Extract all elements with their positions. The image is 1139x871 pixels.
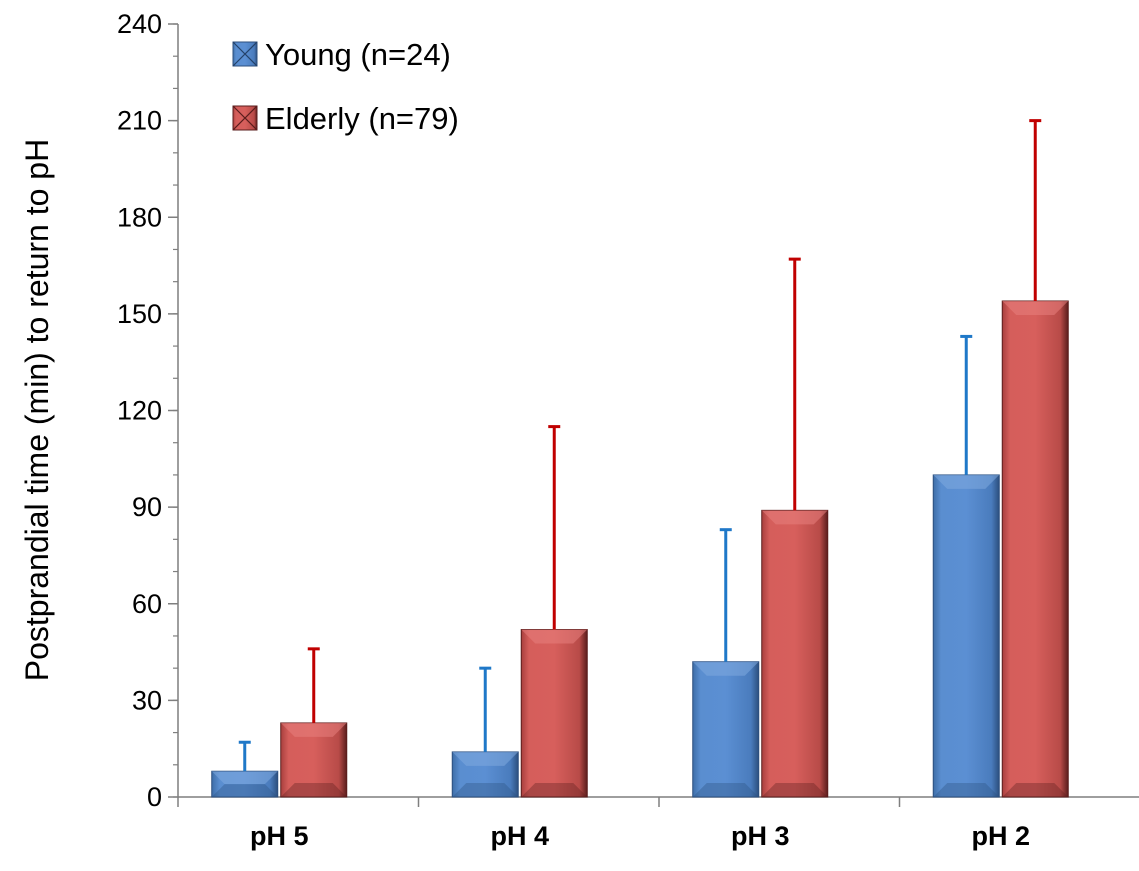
legend-item-young: Young (n=24) xyxy=(232,37,451,72)
x-category-label: pH 3 xyxy=(731,821,790,851)
bars xyxy=(211,300,1069,798)
bar-bevel-top xyxy=(452,751,519,766)
bar-elderly xyxy=(1001,300,1069,798)
x-category-label: pH 4 xyxy=(490,821,549,851)
bar-bevel-bottom xyxy=(280,783,347,797)
y-tick-label: 0 xyxy=(147,782,162,812)
bar-bevel-top xyxy=(211,771,278,785)
bar-bevel-top xyxy=(1002,300,1069,315)
legend-label-elderly: Elderly (n=79) xyxy=(265,101,459,136)
bar-bevel-top xyxy=(521,629,588,644)
bar-bevel-bottom xyxy=(211,784,278,797)
bar-bevel-bottom xyxy=(1002,783,1069,797)
y-tick-label: 120 xyxy=(117,396,162,426)
y-tick-label: 240 xyxy=(117,9,162,39)
bar-bevel-bottom xyxy=(933,783,1000,797)
x-category-label: pH 5 xyxy=(250,821,309,851)
bar-bevel-bottom xyxy=(692,783,759,797)
legend-bevel-elderly xyxy=(232,105,258,131)
y-tick-label: 180 xyxy=(117,202,162,232)
bar-bevel-bottom xyxy=(521,783,588,797)
bar-young xyxy=(932,474,1000,798)
y-tick-label: 90 xyxy=(132,492,162,522)
axis-labels: 0 30 60 90 120 150 180 210 240 pH 5 pH 4 pH 3 pH 2 xyxy=(117,9,1030,851)
bar-bevel-bottom xyxy=(761,783,828,797)
bar-bevel-top xyxy=(933,474,1000,489)
bar-bevel-top xyxy=(761,510,828,525)
y-tick-label: 60 xyxy=(132,589,162,619)
bar-young xyxy=(692,661,760,798)
x-category-label: pH 2 xyxy=(971,821,1030,851)
legend-bevel-young xyxy=(232,41,258,67)
bar-elderly xyxy=(520,629,588,798)
legend: Young (n=24) Elderly (n=79) xyxy=(232,37,459,136)
legend-label-young: Young (n=24) xyxy=(265,37,451,72)
y-tick-label: 210 xyxy=(117,106,162,136)
bar-elderly xyxy=(761,509,829,798)
bar-bevel-bottom xyxy=(452,783,519,797)
legend-item-elderly: Elderly (n=79) xyxy=(232,101,459,136)
y-axis-title: Postprandial time (min) to return to pH xyxy=(19,139,55,681)
error-bars xyxy=(238,119,1042,772)
y-tick-label: 150 xyxy=(117,299,162,329)
bar-bevel-top xyxy=(280,722,347,737)
bar-bevel-top xyxy=(692,661,759,676)
y-tick-label: 30 xyxy=(132,685,162,715)
